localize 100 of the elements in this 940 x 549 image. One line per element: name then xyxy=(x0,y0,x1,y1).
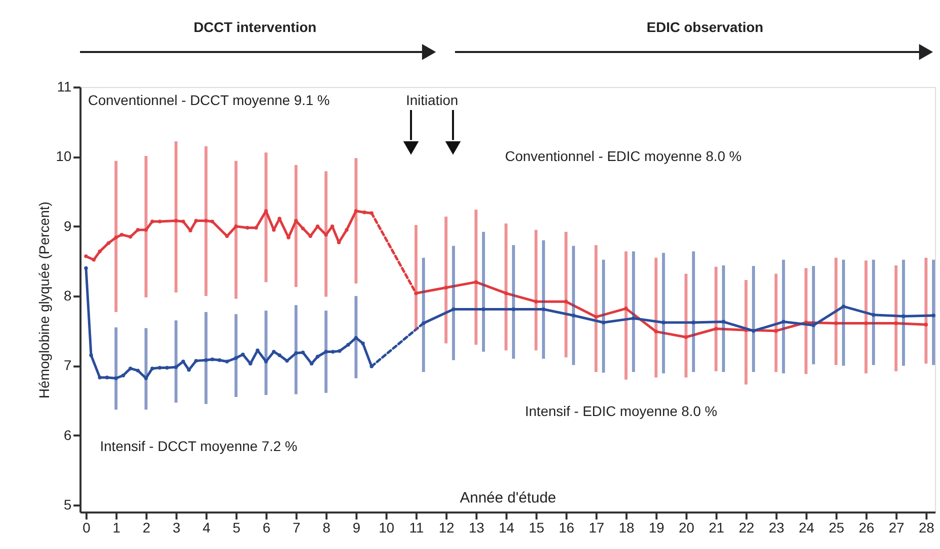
x-tick-label: 18 xyxy=(618,520,634,536)
point xyxy=(872,312,876,317)
point xyxy=(714,326,718,331)
point xyxy=(285,358,289,363)
point xyxy=(114,376,118,380)
text: EDIC observation xyxy=(646,19,764,35)
point xyxy=(894,321,898,326)
y-axis-title: Hémoglobine glyquée (Percent) xyxy=(36,202,52,398)
point xyxy=(602,320,606,324)
point xyxy=(474,280,478,284)
x-tick-label: 15 xyxy=(528,520,544,536)
point xyxy=(564,300,568,304)
point xyxy=(114,236,118,240)
point xyxy=(324,350,328,354)
point xyxy=(482,307,486,312)
x-tick-label: 19 xyxy=(648,520,664,536)
x-tick-label: 11 xyxy=(409,520,424,536)
x-tick-label: 25 xyxy=(828,520,844,536)
point xyxy=(572,314,576,318)
point xyxy=(452,307,456,312)
x-tick-label: 12 xyxy=(438,520,454,536)
point xyxy=(338,349,342,353)
x-tick-label: 17 xyxy=(588,520,604,536)
point xyxy=(534,300,538,304)
x-tick-label: 27 xyxy=(888,520,904,536)
point xyxy=(812,323,816,328)
point xyxy=(136,368,140,372)
point xyxy=(98,250,102,254)
x-tick-label: 28 xyxy=(918,520,934,536)
x-tick-label: 20 xyxy=(678,520,694,536)
point xyxy=(136,228,140,232)
y-tick-label: 8 xyxy=(64,288,72,304)
x-tick-label: 2 xyxy=(142,520,151,536)
point xyxy=(150,220,154,224)
point xyxy=(632,316,636,320)
point xyxy=(84,266,88,270)
annotation: Initiation xyxy=(406,92,458,108)
point xyxy=(225,234,229,238)
annotation: Intensif - DCCT moyenne 7.2 % xyxy=(100,438,298,454)
y-tick-label: 6 xyxy=(64,426,72,443)
annotation: Conventionnel - EDIC moyenne 8.0 % xyxy=(505,148,742,164)
point xyxy=(301,350,305,354)
point xyxy=(654,330,658,334)
point xyxy=(128,234,132,239)
point xyxy=(902,314,906,318)
point xyxy=(542,307,546,312)
point xyxy=(158,366,162,370)
point xyxy=(165,366,169,370)
point xyxy=(444,286,448,290)
point xyxy=(210,220,214,224)
point xyxy=(194,218,198,223)
x-axis-title: Année d'étude xyxy=(460,490,556,506)
point xyxy=(174,218,178,223)
point xyxy=(422,321,426,326)
point xyxy=(158,220,162,224)
point xyxy=(106,241,110,245)
x-tick-label: 4 xyxy=(202,520,211,536)
x-tick-label: 24 xyxy=(798,520,814,536)
point xyxy=(272,350,276,354)
point xyxy=(234,356,238,360)
point xyxy=(128,366,132,370)
point xyxy=(92,258,96,262)
point xyxy=(782,320,786,324)
point xyxy=(932,314,936,318)
annotation: Intensif - EDIC moyenne 8.0 % xyxy=(525,403,718,419)
point xyxy=(234,224,238,228)
point xyxy=(414,291,418,296)
point xyxy=(344,228,349,232)
y-tick-label: 11 xyxy=(56,78,72,94)
x-tick-label: 7 xyxy=(292,520,301,536)
point xyxy=(89,353,93,358)
point xyxy=(864,321,868,326)
x-tick-label: 8 xyxy=(322,520,331,536)
point xyxy=(924,322,928,326)
y-tick-label: 10 xyxy=(56,148,72,164)
point xyxy=(774,328,778,333)
point xyxy=(278,353,282,358)
point xyxy=(594,315,598,319)
point xyxy=(362,210,366,214)
point xyxy=(194,358,198,363)
x-tick-label: 1 xyxy=(112,520,121,536)
point xyxy=(144,228,148,232)
point xyxy=(181,220,186,224)
point xyxy=(504,291,508,296)
point xyxy=(301,226,305,230)
point xyxy=(842,304,846,308)
x-tick-label: 0 xyxy=(82,520,91,536)
point xyxy=(225,360,229,364)
point xyxy=(331,350,335,354)
point xyxy=(692,320,696,324)
point xyxy=(512,307,516,312)
text: DCCT intervention xyxy=(194,19,316,35)
x-tick-label: 3 xyxy=(172,520,181,536)
point xyxy=(181,360,186,364)
point xyxy=(662,320,666,324)
point xyxy=(246,226,250,230)
y-tick-label: 7 xyxy=(64,357,72,374)
x-tick-label: 5 xyxy=(232,520,241,536)
point xyxy=(346,342,350,347)
x-tick-label: 14 xyxy=(498,520,514,536)
